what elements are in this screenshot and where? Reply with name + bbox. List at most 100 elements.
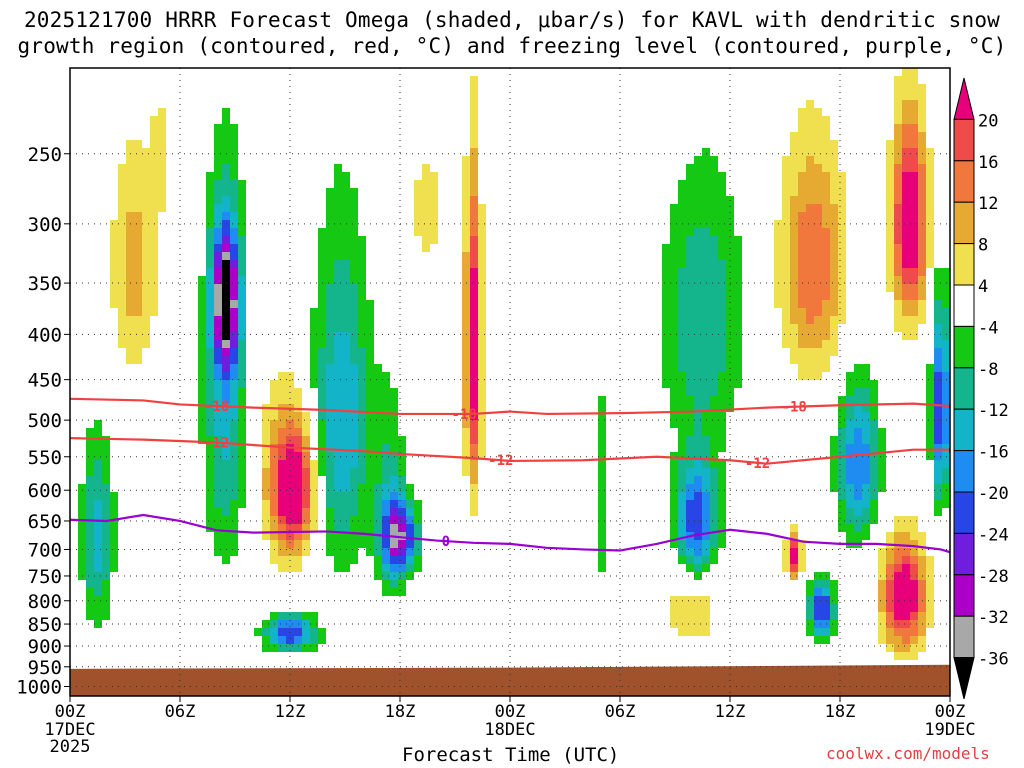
omega-cell: [398, 452, 406, 460]
omega-cell: [662, 372, 670, 380]
omega-cell: [934, 404, 942, 412]
omega-cell: [686, 404, 694, 412]
colorbar-label: -4: [978, 318, 998, 338]
omega-cell: [894, 556, 902, 564]
omega-cell: [718, 204, 726, 212]
omega-cell: [102, 580, 110, 588]
omega-cell: [398, 580, 406, 588]
omega-cell: [822, 244, 830, 252]
omega-cell: [214, 444, 222, 452]
omega-cell: [678, 412, 686, 420]
omega-cell: [78, 500, 86, 508]
omega-cell: [214, 452, 222, 460]
omega-cell: [670, 484, 678, 492]
omega-cell: [918, 612, 926, 620]
omega-cell: [286, 420, 294, 428]
omega-cell: [214, 428, 222, 436]
omega-cell: [862, 484, 870, 492]
omega-cell: [910, 68, 918, 76]
omega-cell: [462, 252, 470, 260]
omega-cell: [894, 548, 902, 556]
omega-cell: [214, 124, 222, 132]
omega-cell: [918, 300, 926, 308]
omega-cell: [838, 244, 846, 252]
omega-cell: [670, 532, 678, 540]
omega-cell: [102, 436, 110, 444]
omega-cell: [230, 228, 238, 236]
omega-cell: [470, 340, 478, 348]
omega-cell: [814, 284, 822, 292]
omega-cell: [774, 292, 782, 300]
omega-cell: [846, 516, 854, 524]
omega-cell: [806, 268, 814, 276]
omega-cell: [206, 300, 214, 308]
omega-cell: [278, 556, 286, 564]
omega-cell: [822, 212, 830, 220]
omega-cell: [278, 396, 286, 404]
omega-cell: [238, 220, 246, 228]
omega-cell: [158, 164, 166, 172]
omega-cell: [670, 332, 678, 340]
omega-cell: [830, 612, 838, 620]
omega-cell: [886, 156, 894, 164]
omega-cell: [238, 300, 246, 308]
omega-cell: [806, 212, 814, 220]
omega-cell: [822, 284, 830, 292]
omega-cell: [678, 356, 686, 364]
omega-cell: [726, 332, 734, 340]
omega-cell: [478, 260, 486, 268]
omega-cell: [214, 260, 222, 268]
omega-cell: [782, 220, 790, 228]
omega-cell: [910, 532, 918, 540]
omega-cell: [318, 468, 326, 476]
omega-cell: [222, 188, 230, 196]
omega-cell: [710, 380, 718, 388]
omega-cell: [462, 404, 470, 412]
omega-cell: [790, 316, 798, 324]
omega-cell: [126, 140, 134, 148]
omega-cell: [238, 316, 246, 324]
omega-cell: [342, 484, 350, 492]
omega-cell: [302, 468, 310, 476]
omega-cell: [94, 460, 102, 468]
omega-cell: [374, 372, 382, 380]
omega-cell: [918, 132, 926, 140]
omega-cell: [926, 204, 934, 212]
omega-cell: [686, 204, 694, 212]
omega-cell: [350, 236, 358, 244]
colorbar-label: -32: [978, 608, 1009, 628]
omega-cell: [678, 548, 686, 556]
omega-cell: [670, 300, 678, 308]
omega-cell: [206, 292, 214, 300]
credit-link[interactable]: coolwx.com/models: [826, 744, 990, 763]
omega-cell: [902, 332, 910, 340]
omega-cell: [910, 596, 918, 604]
omega-cell: [222, 524, 230, 532]
omega-cell: [286, 428, 294, 436]
omega-cell: [294, 476, 302, 484]
omega-cell: [230, 268, 238, 276]
omega-cell: [358, 340, 366, 348]
omega-cell: [934, 428, 942, 436]
omega-cell: [886, 268, 894, 276]
omega-cell: [678, 292, 686, 300]
omega-cell: [214, 332, 222, 340]
omega-cell: [726, 300, 734, 308]
omega-cell: [918, 252, 926, 260]
omega-cell: [334, 220, 342, 228]
omega-cell: [814, 612, 822, 620]
omega-cell: [854, 396, 862, 404]
omega-cell: [902, 324, 910, 332]
omega-cell: [134, 164, 142, 172]
omega-cell: [462, 372, 470, 380]
omega-cell: [134, 212, 142, 220]
omega-cell: [918, 212, 926, 220]
omega-cell: [278, 484, 286, 492]
omega-cell: [206, 316, 214, 324]
omega-cell: [326, 516, 334, 524]
omega-cell: [710, 220, 718, 228]
omega-cell: [358, 236, 366, 244]
omega-cell: [782, 180, 790, 188]
omega-cell: [86, 612, 94, 620]
omega-cell: [478, 268, 486, 276]
